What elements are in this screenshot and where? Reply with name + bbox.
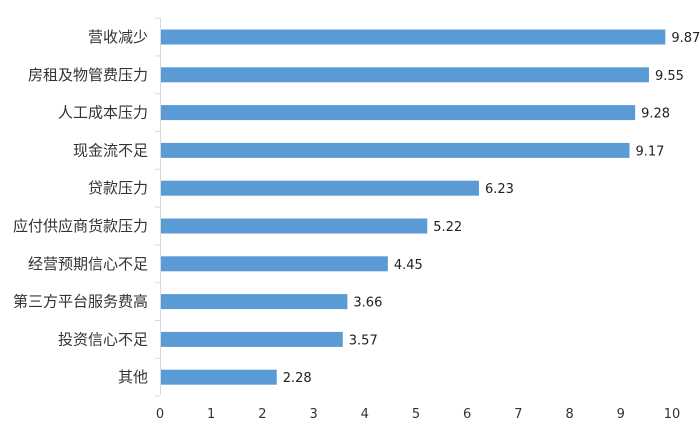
category-label: 贷款压力	[88, 179, 148, 197]
data-label: 9.28	[641, 107, 670, 122]
bar	[161, 29, 666, 45]
category-label: 营收减少	[88, 28, 148, 46]
bar	[161, 331, 343, 347]
bar	[161, 218, 428, 234]
bar	[161, 256, 388, 272]
data-label: 3.57	[349, 333, 378, 348]
x-tick-label: 5	[412, 407, 420, 422]
x-tick-label: 4	[361, 407, 369, 422]
data-label: 9.17	[636, 144, 665, 159]
x-tick-label: 10	[664, 407, 681, 422]
x-tick-label: 0	[156, 407, 164, 422]
category-label: 房租及物管费压力	[28, 66, 148, 84]
category-label: 现金流不足	[73, 141, 148, 159]
category-label: 第三方平台服务费高	[13, 293, 148, 311]
bar	[161, 180, 479, 196]
x-tick-label: 8	[565, 407, 573, 422]
bar	[161, 105, 636, 121]
data-label: 2.28	[283, 371, 312, 386]
axes-layer	[155, 17, 161, 397]
bar	[161, 294, 348, 310]
category-label: 投资信心不足	[58, 330, 148, 348]
category-label: 经营预期信心不足	[28, 255, 148, 273]
x-tick-label: 1	[207, 407, 215, 422]
category-label: 应付供应商货款压力	[13, 217, 148, 235]
data-label: 5.22	[433, 220, 462, 235]
bar	[161, 67, 649, 83]
data-label: 6.23	[485, 182, 514, 197]
x-tick-label: 6	[463, 407, 471, 422]
bar	[161, 369, 277, 385]
data-label: 9.87	[671, 31, 700, 46]
x-tick-label: 2	[258, 407, 266, 422]
data-label: 3.66	[353, 296, 382, 311]
bars-layer	[161, 29, 666, 385]
category-label: 人工成本压力	[58, 104, 148, 122]
x-tick-label: 9	[617, 407, 625, 422]
data-label: 9.55	[655, 69, 684, 84]
data-label: 4.45	[394, 258, 423, 273]
category-label: 其他	[118, 368, 148, 386]
x-tick-label: 3	[309, 407, 317, 422]
x-tick-label: 7	[514, 407, 522, 422]
labels-layer: 0 1 2 3 4 5 6 7 8 9 10 营收减少 9.87 房租及物管费压力 9.55 人工成本压力 9.…	[13, 28, 700, 422]
bar	[161, 142, 630, 158]
